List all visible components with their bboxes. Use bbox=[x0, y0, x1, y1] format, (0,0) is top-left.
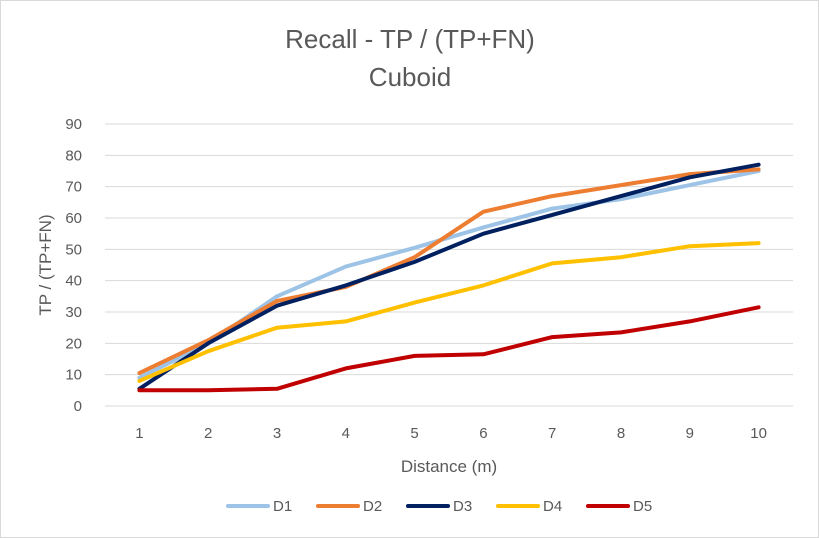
y-tick-label: 30 bbox=[65, 304, 82, 321]
series-line-d5 bbox=[137, 305, 761, 393]
series-line-d4 bbox=[137, 241, 761, 383]
legend-item-d5: D5 bbox=[586, 498, 652, 515]
x-tick-label: 8 bbox=[617, 425, 625, 442]
legend-label: D1 bbox=[273, 498, 292, 515]
series-line-d1 bbox=[137, 169, 761, 380]
y-tick-label: 0 bbox=[74, 398, 82, 415]
y-axis-title: TP / (TP+FN) bbox=[36, 214, 55, 315]
legend-label: D2 bbox=[363, 498, 382, 515]
x-axis-title: Distance (m) bbox=[401, 457, 497, 476]
x-tick-label: 7 bbox=[548, 425, 556, 442]
y-tick-label: 70 bbox=[65, 179, 82, 196]
x-tick-label: 3 bbox=[273, 425, 281, 442]
y-tick-label: 10 bbox=[65, 367, 82, 384]
x-tick-label: 6 bbox=[479, 425, 487, 442]
x-tick-label: 5 bbox=[410, 425, 418, 442]
x-tick-label: 1 bbox=[135, 425, 143, 442]
series-line-d2 bbox=[137, 167, 761, 376]
legend-label: D4 bbox=[543, 498, 562, 515]
y-tick-label: 50 bbox=[65, 241, 82, 258]
series-lines bbox=[137, 162, 761, 393]
chart-title: Recall - TP / (TP+FN) bbox=[285, 24, 535, 54]
legend: D1 D2 D3 D4 D5 bbox=[226, 498, 652, 515]
x-tick-label: 2 bbox=[204, 425, 212, 442]
legend-item-d2: D2 bbox=[316, 498, 382, 515]
x-axis-ticks: 1 2 3 4 5 6 7 8 9 10 bbox=[135, 425, 767, 442]
x-tick-label: 4 bbox=[342, 425, 350, 442]
y-tick-label: 80 bbox=[65, 147, 82, 164]
legend-item-d4: D4 bbox=[496, 498, 562, 515]
y-axis-ticks: 0 10 20 30 40 50 60 70 80 90 bbox=[65, 116, 82, 415]
chart-subtitle: Cuboid bbox=[369, 62, 451, 92]
y-tick-label: 60 bbox=[65, 210, 82, 227]
legend-label: D3 bbox=[453, 498, 472, 515]
legend-label: D5 bbox=[633, 498, 652, 515]
y-tick-label: 20 bbox=[65, 335, 82, 352]
legend-item-d3: D3 bbox=[406, 498, 472, 515]
legend-item-d1: D1 bbox=[226, 498, 292, 515]
x-tick-label: 9 bbox=[686, 425, 694, 442]
x-tick-label: 10 bbox=[750, 425, 767, 442]
gridlines bbox=[105, 123, 793, 407]
y-tick-label: 90 bbox=[65, 116, 82, 133]
series-line-d3 bbox=[137, 162, 761, 391]
y-tick-label: 40 bbox=[65, 273, 82, 290]
